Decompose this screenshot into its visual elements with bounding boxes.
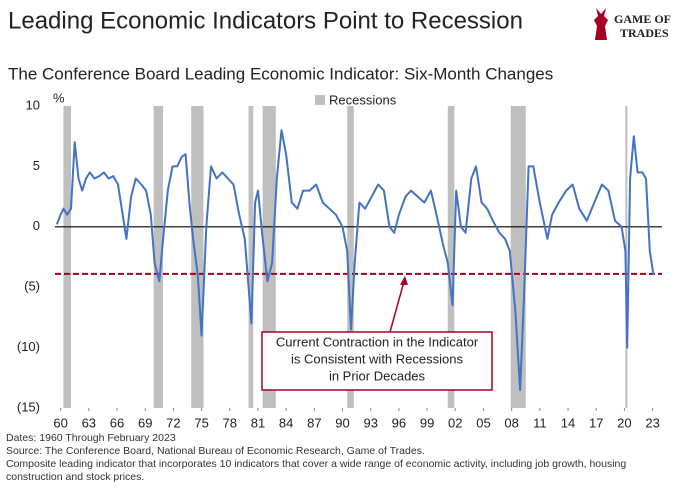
annotation-arrowhead xyxy=(400,275,408,285)
recession-band xyxy=(63,106,71,408)
note: Source: The Conference Board, National B… xyxy=(6,445,425,457)
x-tick-label: 60 xyxy=(53,415,67,430)
x-tick-label: 90 xyxy=(335,415,349,430)
y-tick-label: 10 xyxy=(26,97,40,112)
recession-band xyxy=(153,106,164,408)
y-tick-label: (5) xyxy=(24,279,40,294)
x-tick-label: 84 xyxy=(279,415,293,430)
y-axis-label: % xyxy=(53,90,65,105)
recession-band xyxy=(347,106,354,408)
recession-band xyxy=(248,106,254,408)
annotation-arrow xyxy=(389,277,406,333)
chart-subtitle: The Conference Board Leading Economic In… xyxy=(8,64,553,83)
logo-text: GAME OF xyxy=(614,12,671,26)
x-tick-label: 02 xyxy=(448,415,462,430)
x-tick-label: 87 xyxy=(307,415,321,430)
x-tick-label: 78 xyxy=(223,415,237,430)
x-tick-label: 08 xyxy=(504,415,518,430)
x-tick-label: 11 xyxy=(533,415,547,430)
y-tick-label: 0 xyxy=(33,218,40,233)
x-tick-label: 17 xyxy=(589,415,603,430)
x-tick-label: 14 xyxy=(561,415,575,430)
legend-swatch xyxy=(315,95,325,105)
y-tick-label: 5 xyxy=(33,158,40,173)
note: Composite leading indicator that incorpo… xyxy=(6,458,627,483)
x-tick-label: 20 xyxy=(617,415,631,430)
x-tick-label: 63 xyxy=(82,415,96,430)
notes: Dates: 1960 Through February 2023 Source:… xyxy=(6,432,674,484)
y-tick-label: (10) xyxy=(17,339,40,354)
y-tick-label: (15) xyxy=(17,399,40,414)
x-tick-label: 72 xyxy=(166,415,180,430)
x-tick-label: 05 xyxy=(476,415,490,430)
x-tick-label: 96 xyxy=(392,415,406,430)
annotation-box xyxy=(261,331,493,391)
chart: Leading Economic Indicators Point to Rec… xyxy=(8,7,671,430)
annotation-text: Current Contraction in the Indicator xyxy=(276,334,479,349)
x-tick-label: 93 xyxy=(363,415,377,430)
x-tick-label: 81 xyxy=(251,415,265,430)
x-tick-label: 99 xyxy=(420,415,434,430)
note: Dates: 1960 Through February 2023 xyxy=(6,432,176,444)
chart-title: Leading Economic Indicators Point to Rec… xyxy=(8,7,523,34)
annotation-text: in Prior Decades xyxy=(329,368,426,383)
x-tick-label: 23 xyxy=(645,415,659,430)
x-tick-label: 69 xyxy=(138,415,152,430)
data-line xyxy=(55,129,655,391)
legend-label: Recessions xyxy=(329,92,397,107)
x-tick-label: 66 xyxy=(110,415,124,430)
recession-band xyxy=(447,106,455,408)
logo-icon xyxy=(594,8,608,40)
x-tick-label: 75 xyxy=(194,415,208,430)
annotation-text: is Consistent with Recessions xyxy=(291,351,463,366)
recession-band xyxy=(191,106,204,408)
logo-text: TRADES xyxy=(620,26,669,40)
logo: GAME OF TRADES xyxy=(594,8,671,40)
